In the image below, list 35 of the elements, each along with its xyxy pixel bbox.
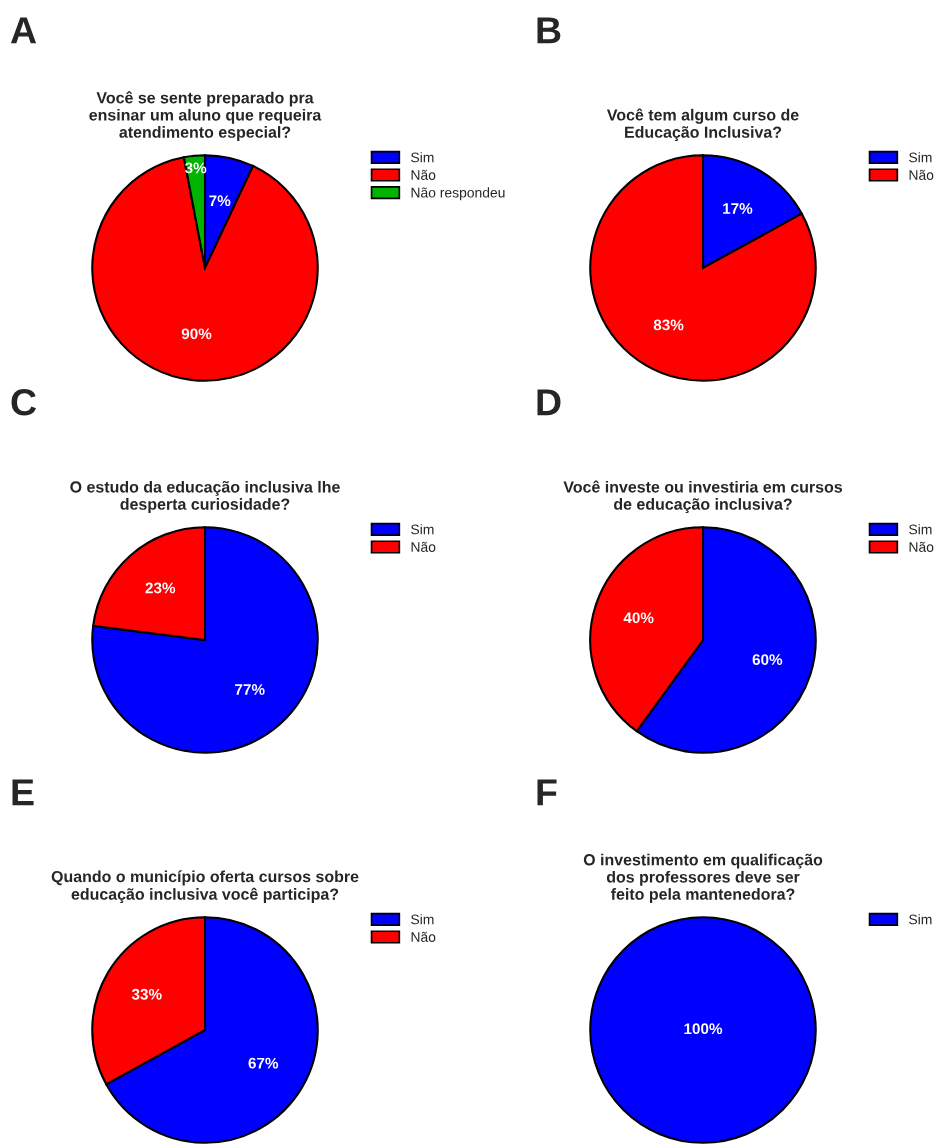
data-label: 77% [235, 684, 265, 695]
chart-title: Você investe ou investiria em cursos de educação inclusiva? [563, 480, 843, 513]
legend-label: Não respondeu [411, 187, 505, 201]
data-label: 7% [209, 195, 231, 207]
chart-title: O estudo da educação inclusiva lhe desperta curiosidade? [70, 480, 340, 513]
legend-label: Não [411, 931, 436, 942]
legend-label: Não [909, 169, 934, 180]
legend-label: Sim [411, 152, 434, 163]
data-label: 40% [623, 612, 654, 624]
legend-label: Sim [909, 152, 932, 163]
data-label: 90% [181, 328, 212, 340]
chart-title: O investimento em qualificação dos professores deve ser feito pela mantenedora? [583, 853, 823, 903]
legend-label: Sim [411, 524, 434, 535]
legend-label: Não [411, 541, 436, 552]
chart-title: Você se sente preparado pra ensinar um aluno que requeira atendimento especial? [89, 91, 322, 141]
data-label: 100% [684, 1023, 723, 1035]
chart-title: Você tem algum curso de Educação Inclusiva? [606, 108, 799, 141]
chart-title: Quando o município oferta cursos sobre educação inclusiva você participa? [51, 870, 359, 903]
data-label: 67% [248, 1057, 279, 1069]
text: A [10, 17, 37, 44]
legend-label: Não [909, 541, 934, 552]
legend-label: Sim [909, 524, 932, 535]
data-label: 17% [723, 203, 753, 214]
legend-label: Não [411, 169, 436, 180]
text: E [12, 779, 34, 806]
legend-label: Sim [909, 914, 932, 925]
data-label: 23% [145, 582, 176, 594]
legend-label: Sim [411, 914, 434, 925]
data-label: 83% [653, 319, 684, 331]
text: F [537, 779, 557, 806]
text: B [537, 17, 561, 44]
text: D [537, 389, 561, 416]
data-label: 60% [752, 654, 783, 666]
text: C [11, 388, 37, 416]
data-label: 33% [131, 988, 162, 1000]
